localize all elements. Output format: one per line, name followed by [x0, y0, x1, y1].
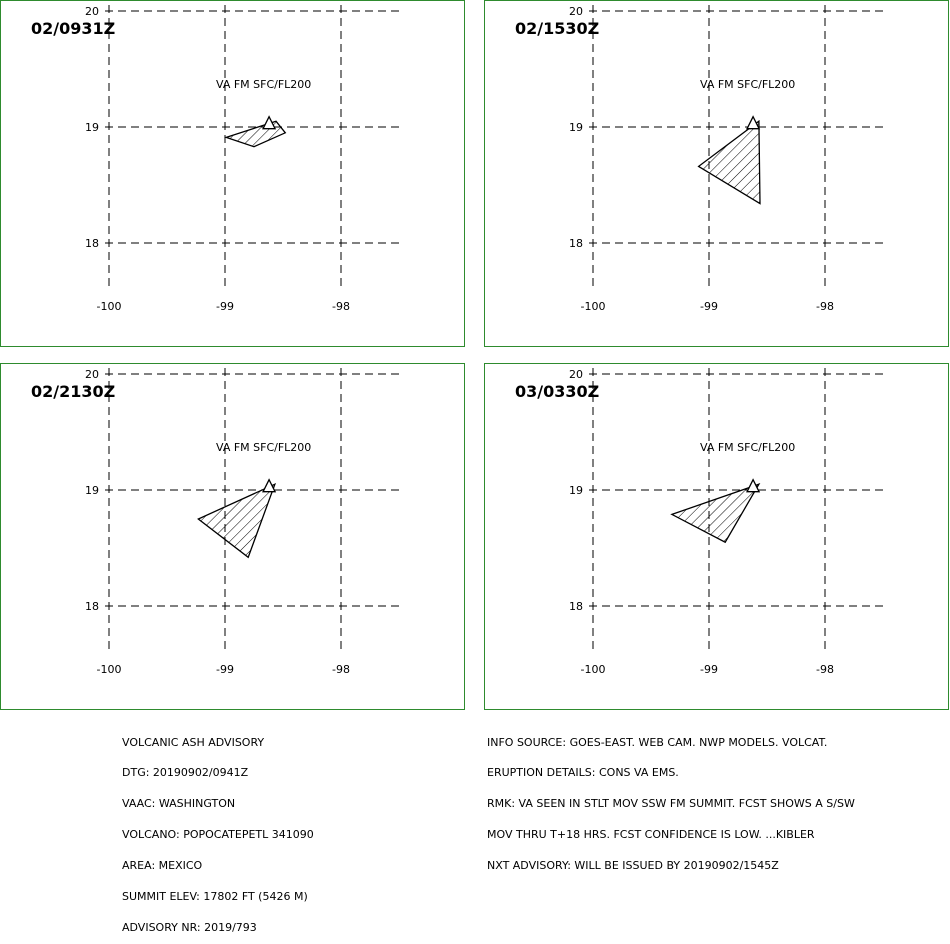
ash-layer-label-3: VA FM SFC/FL200 [216, 441, 312, 454]
longitude-tick-label: -100 [581, 300, 606, 313]
latitude-tick-label: 20 [85, 368, 99, 381]
longitude-tick-label: -98 [332, 300, 350, 313]
remarks-line: ERUPTION DETAILS: CONS VA EMS. [487, 766, 679, 780]
latitude-tick-label: 20 [569, 368, 583, 381]
forecast-panel-3: -100 -99 -98 20 19 18 02/2130Z VA FM SFC/FL20… [0, 363, 465, 710]
longitude-tick-label: -98 [816, 663, 834, 676]
latitude-tick-label: 18 [85, 600, 99, 613]
latitude-tick-label: 19 [569, 121, 583, 134]
longitude-tick-label: -100 [97, 663, 122, 676]
map-grid-3: -100 -99 -98 20 19 18 [85, 368, 401, 676]
longitude-tick-label: -100 [97, 300, 122, 313]
advisory-line: VOLCANIC ASH ADVISORY [122, 735, 265, 749]
latitude-tick-label: 18 [85, 237, 99, 250]
longitude-tick-label: -100 [581, 663, 606, 676]
latitude-tick-label: 19 [85, 484, 99, 497]
forecast-panel-2: -100 -99 -98 20 19 18 02/1530Z VA FM SFC/FL20… [484, 0, 949, 347]
ash-layer-label-2: VA FM SFC/FL200 [700, 78, 796, 91]
remarks-line: RMK: VA SEEN IN STLT MOV SSW FM SUMMIT. … [487, 797, 855, 811]
latitude-tick-label: 19 [85, 121, 99, 134]
forecast-panel-4: -100 -99 -98 20 19 18 03/0330Z VA FM SFC/FL20… [484, 363, 949, 710]
ash-cloud-polygon [670, 483, 761, 544]
advisory-line: DTG: 20190902/0941Z [122, 766, 249, 780]
volcano-icon [262, 115, 277, 130]
volcano-icon [746, 478, 761, 493]
map-grid-4: -100 -99 -98 20 19 18 [569, 368, 885, 676]
panel-time-4: 03/0330Z [515, 382, 600, 401]
remarks-line: NXT ADVISORY: WILL BE ISSUED BY 20190902… [487, 859, 779, 873]
map-grid-1: -100 -99 -98 20 19 18 [85, 5, 401, 313]
latitude-tick-label: 19 [569, 484, 583, 497]
latitude-tick-label: 18 [569, 237, 583, 250]
longitude-tick-label: -99 [216, 663, 234, 676]
advisory-line: VOLCANO: POPOCATEPETL 341090 [122, 828, 314, 842]
advisory-line: SUMMIT ELEV: 17802 FT (5426 M) [122, 890, 308, 904]
longitude-tick-label: -98 [816, 300, 834, 313]
latitude-tick-label: 20 [85, 5, 99, 18]
ash-cloud-polygon [697, 119, 761, 205]
forecast-panel-1: -100 -99 -98 20 19 18 02/0931Z VA FM SFC/FL20… [0, 0, 465, 347]
remarks-line: INFO SOURCE: GOES-EAST. WEB CAM. NWP MOD… [487, 735, 828, 749]
longitude-tick-label: -99 [700, 300, 718, 313]
advisory-remarks-block: INFO SOURCE: GOES-EAST. WEB CAM. NWP MOD… [487, 717, 855, 882]
panel-time-2: 02/1530Z [515, 19, 600, 38]
advisory-line: ADVISORY NR: 2019/793 [122, 920, 257, 934]
ash-layer-label-1: VA FM SFC/FL200 [216, 78, 312, 91]
latitude-tick-label: 18 [569, 600, 583, 613]
map-grid-2: -100 -99 -98 20 19 18 [569, 5, 885, 313]
volcano-icon [262, 478, 277, 493]
longitude-tick-label: -99 [700, 663, 718, 676]
advisory-line: AREA: MEXICO [122, 859, 203, 873]
remarks-line: MOV THRU T+18 HRS. FCST CONFIDENCE IS LO… [487, 828, 815, 842]
volcano-icon [746, 115, 761, 130]
ash-cloud-polygon [224, 120, 287, 148]
panel-time-1: 02/0931Z [31, 19, 116, 38]
advisory-header-block: VOLCANIC ASH ADVISORY DTG: 20190902/0941… [122, 717, 314, 944]
ash-layer-label-4: VA FM SFC/FL200 [700, 441, 796, 454]
ash-cloud-polygon [197, 482, 277, 559]
advisory-line: VAAC: WASHINGTON [122, 797, 236, 811]
panel-time-3: 02/2130Z [31, 382, 116, 401]
latitude-tick-label: 20 [569, 5, 583, 18]
longitude-tick-label: -99 [216, 300, 234, 313]
longitude-tick-label: -98 [332, 663, 350, 676]
